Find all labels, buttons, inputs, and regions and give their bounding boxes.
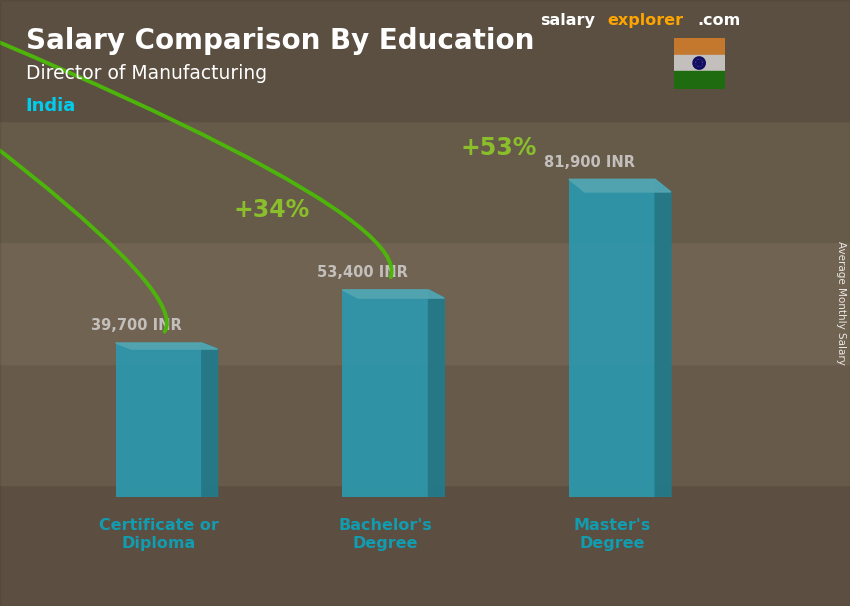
Polygon shape bbox=[116, 343, 218, 349]
Polygon shape bbox=[569, 179, 671, 192]
Text: +34%: +34% bbox=[234, 198, 310, 222]
Text: 39,700 INR: 39,700 INR bbox=[91, 318, 181, 333]
Text: 53,400 INR: 53,400 INR bbox=[317, 265, 408, 280]
FancyBboxPatch shape bbox=[569, 179, 655, 497]
Text: .com: .com bbox=[697, 13, 740, 28]
Polygon shape bbox=[428, 290, 445, 497]
Text: Salary Comparison By Education: Salary Comparison By Education bbox=[26, 27, 534, 55]
Circle shape bbox=[698, 62, 700, 64]
Text: explorer: explorer bbox=[608, 13, 684, 28]
Polygon shape bbox=[655, 179, 671, 497]
Text: +53%: +53% bbox=[461, 136, 537, 160]
Polygon shape bbox=[201, 343, 218, 497]
Text: salary: salary bbox=[540, 13, 595, 28]
Text: India: India bbox=[26, 97, 76, 115]
FancyBboxPatch shape bbox=[116, 343, 201, 497]
Polygon shape bbox=[343, 290, 445, 298]
Text: 81,900 INR: 81,900 INR bbox=[544, 155, 635, 170]
Text: Average Monthly Salary: Average Monthly Salary bbox=[836, 241, 846, 365]
FancyBboxPatch shape bbox=[343, 290, 428, 497]
Text: Director of Manufacturing: Director of Manufacturing bbox=[26, 64, 267, 82]
